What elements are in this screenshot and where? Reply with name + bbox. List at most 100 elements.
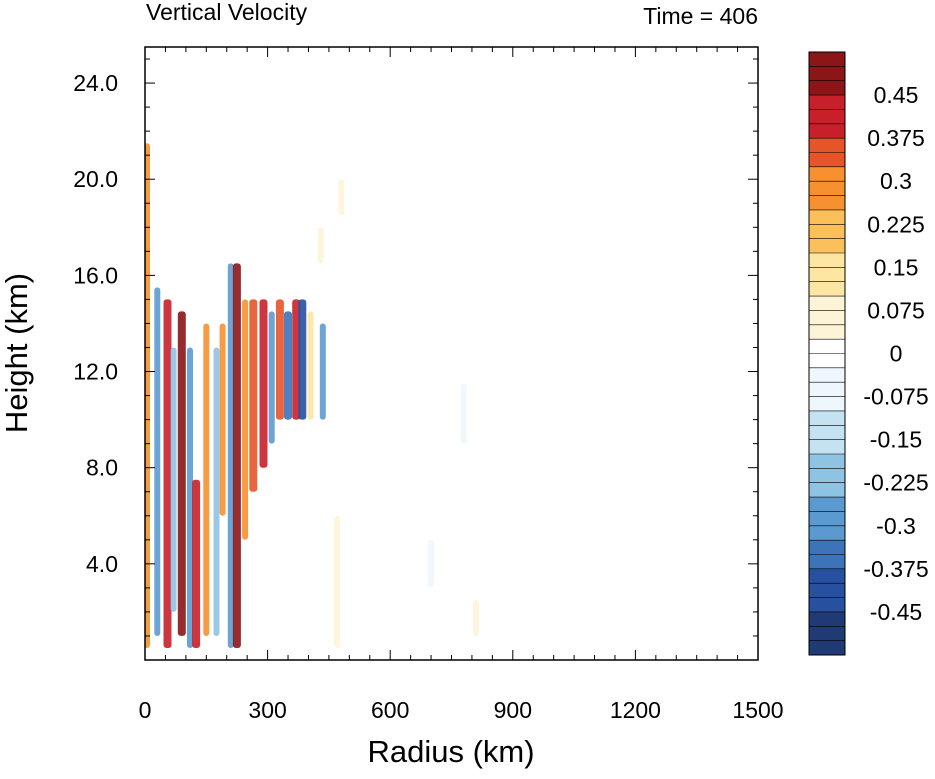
colorbar-bin (809, 353, 845, 369)
velocity-streak-14 (249, 299, 258, 492)
colorbar-label: -0.3 (876, 513, 916, 539)
colorbar-bin (809, 410, 845, 426)
velocity-streak-13 (242, 299, 249, 540)
colorbar-label: 0 (890, 341, 903, 367)
velocity-streak-3 (163, 299, 172, 648)
colorbar-bin (809, 597, 845, 613)
colorbar-bin (809, 109, 845, 125)
colorbar-label: 0.075 (867, 297, 925, 323)
y-tick-label: 8.0 (86, 455, 118, 481)
colorbar-bin (809, 310, 845, 326)
y-tick-label: 12.0 (73, 359, 118, 385)
velocity-streak-8 (203, 323, 210, 636)
colorbar-bin (809, 296, 845, 311)
time-label: Time = 406 (643, 3, 758, 29)
velocity-streak-10 (219, 323, 226, 516)
colorbar-bin (809, 80, 845, 96)
colorbar-bin (809, 224, 845, 240)
velocity-streak-23 (317, 227, 324, 264)
colorbar-bin (809, 267, 845, 283)
colorbar-bin (809, 382, 845, 397)
colorbar-label: -0.075 (863, 384, 928, 410)
colorbar-bin (809, 138, 845, 153)
velocity-streak-25 (334, 515, 341, 648)
colorbar-bin (809, 66, 845, 82)
colorbar-bin (809, 511, 845, 527)
velocity-streak-22 (319, 323, 326, 420)
colorbar-label: -0.225 (863, 470, 928, 496)
colorbar-label: 0.3 (880, 168, 912, 194)
velocity-streak-26 (428, 539, 435, 588)
velocity-streak-4 (170, 347, 177, 612)
colorbar-label: 0.225 (867, 211, 925, 237)
colorbar-bin (809, 339, 845, 354)
colorbar-bin (809, 454, 845, 469)
colorbar (808, 51, 846, 656)
colorbar-bin (809, 238, 845, 254)
velocity-streak-20 (298, 299, 307, 420)
colorbar-bin (809, 123, 845, 139)
colorbar-label: -0.45 (870, 599, 922, 625)
velocity-streak-17 (275, 299, 284, 420)
colorbar-bin (809, 181, 845, 196)
colorbar-bin (809, 568, 845, 584)
colorbar-bin (809, 540, 845, 555)
colorbar-label: -0.375 (863, 556, 928, 582)
colorbar-bin (809, 468, 845, 484)
velocity-streak-6 (187, 347, 193, 648)
colorbar-bin (809, 281, 845, 297)
colorbar-frame (808, 51, 846, 656)
velocity-streak-2 (154, 287, 161, 636)
colorbar-label: -0.15 (870, 427, 922, 453)
colorbar-bin (809, 497, 845, 512)
colorbar-bin (809, 583, 845, 598)
colorbar-bin (809, 95, 845, 110)
velocity-streak-12 (232, 263, 241, 648)
colorbar-bin (809, 626, 845, 642)
x-tick-label: 300 (248, 697, 286, 723)
y-tick-label: 4.0 (86, 551, 118, 577)
x-tick-label: 600 (371, 697, 409, 723)
colorbar-bin (809, 166, 845, 182)
colorbar-bin (809, 396, 845, 412)
y-tick-labels: 4.0 8.0 12.0 16.0 20.0 24.0 (73, 70, 118, 577)
velocity-streak-16 (268, 311, 275, 444)
velocity-streak-5 (177, 311, 186, 636)
velocity-streak-21 (307, 311, 314, 420)
x-tick-labels: 0 300 600 900 1200 1500 (139, 697, 784, 723)
y-tick-label: 20.0 (73, 166, 118, 192)
colorbar-bin (809, 554, 845, 570)
colorbar-bin (809, 525, 845, 541)
colorbar-labels: 0.45 0.375 0.3 0.225 0.15 0.075 0 -0.075 -0.15 -0… (863, 82, 928, 625)
colorbar-bin (809, 324, 845, 340)
colorbar-bin (809, 425, 845, 441)
colorbar-label: 0.375 (867, 125, 925, 151)
heatmap-layer (145, 143, 479, 648)
colorbar-bin (809, 52, 845, 67)
velocity-streak-28 (473, 599, 479, 636)
x-axis-title: Radius (km) (367, 734, 534, 769)
velocity-streak-15 (259, 299, 268, 468)
velocity-streak-7 (192, 479, 201, 648)
chart-title: Vertical Velocity (146, 0, 308, 25)
velocity-streak-9 (213, 347, 220, 636)
colorbar-bin (809, 253, 845, 268)
colorbar-bin (809, 152, 845, 168)
velocity-streak-19 (292, 299, 301, 420)
colorbar-bin (809, 611, 845, 627)
x-tick-label: 1500 (732, 697, 783, 723)
velocity-streak-11 (227, 263, 234, 648)
colorbar-bin (809, 367, 845, 383)
y-tick-label: 24.0 (73, 70, 118, 96)
colorbar-bin (809, 439, 845, 455)
plot-frame (144, 46, 759, 661)
colorbar-bin (809, 482, 845, 498)
x-tick-label: 900 (494, 697, 532, 723)
y-axis-title: Height (km) (0, 273, 34, 433)
y-tick-label: 16.0 (73, 262, 118, 288)
velocity-streak-24 (338, 179, 345, 216)
x-tick-label: 1200 (610, 697, 661, 723)
x-tick-label: 0 (139, 697, 152, 723)
